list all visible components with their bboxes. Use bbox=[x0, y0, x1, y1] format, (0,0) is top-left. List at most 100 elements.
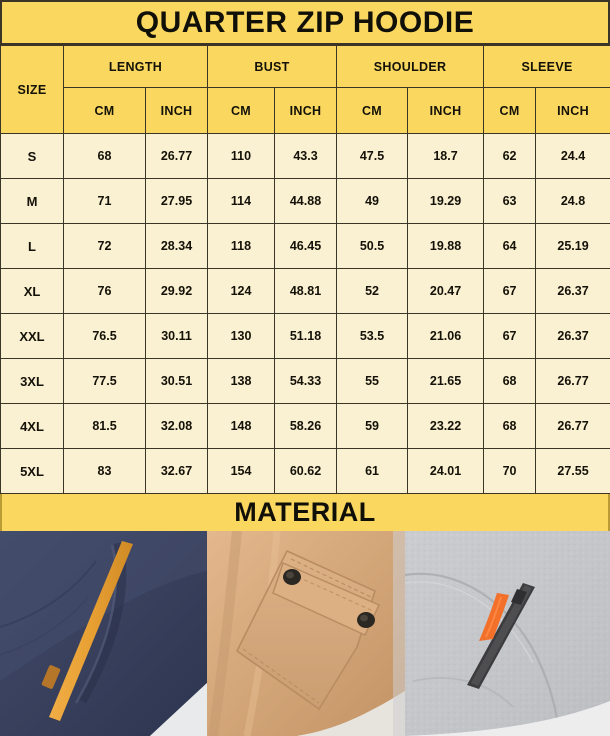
header-unit-row: CM INCH CM INCH CM INCH CM INCH bbox=[1, 88, 610, 134]
cell-bust-cm: 114 bbox=[208, 179, 275, 224]
navy-hoodie-zip-pocket-photo bbox=[0, 531, 207, 736]
table-row: 3XL 77.5 30.51 138 54.33 55 21.65 68 26.… bbox=[1, 359, 610, 404]
cell-size: 4XL bbox=[1, 404, 64, 449]
table-row: L 72 28.34 118 46.45 50.5 19.88 64 25.19 bbox=[1, 224, 610, 269]
cell-shoulder-inch: 19.29 bbox=[408, 179, 484, 224]
cell-length-cm: 77.5 bbox=[64, 359, 146, 404]
cell-bust-inch: 48.81 bbox=[275, 269, 337, 314]
cell-bust-cm: 138 bbox=[208, 359, 275, 404]
unit-header-length-inch: INCH bbox=[146, 88, 208, 134]
cell-length-inch: 29.92 bbox=[146, 269, 208, 314]
cell-sleeve-cm: 63 bbox=[484, 179, 536, 224]
cell-sleeve-inch: 25.19 bbox=[536, 224, 610, 269]
cell-sleeve-cm: 67 bbox=[484, 269, 536, 314]
page-title: QUARTER ZIP HOODIE bbox=[136, 8, 474, 38]
cell-length-cm: 83 bbox=[64, 449, 146, 494]
table-row: XL 76 29.92 124 48.81 52 20.47 67 26.37 bbox=[1, 269, 610, 314]
cell-sleeve-inch: 26.77 bbox=[536, 359, 610, 404]
column-header-bust: BUST bbox=[208, 46, 337, 88]
cell-length-cm: 81.5 bbox=[64, 404, 146, 449]
cell-length-inch: 28.34 bbox=[146, 224, 208, 269]
table-header: SIZE LENGTH BUST SHOULDER SLEEVE CM INCH… bbox=[1, 46, 610, 134]
cell-length-cm: 71 bbox=[64, 179, 146, 224]
cell-sleeve-cm: 62 bbox=[484, 134, 536, 179]
cell-shoulder-cm: 59 bbox=[337, 404, 408, 449]
cell-shoulder-cm: 49 bbox=[337, 179, 408, 224]
cell-bust-inch: 58.26 bbox=[275, 404, 337, 449]
cell-shoulder-inch: 23.22 bbox=[408, 404, 484, 449]
cell-sleeve-cm: 68 bbox=[484, 404, 536, 449]
cell-shoulder-inch: 21.06 bbox=[408, 314, 484, 359]
cell-sleeve-cm: 70 bbox=[484, 449, 536, 494]
unit-header-shoulder-inch: INCH bbox=[408, 88, 484, 134]
unit-header-bust-cm: CM bbox=[208, 88, 275, 134]
cell-length-cm: 76.5 bbox=[64, 314, 146, 359]
table-row: S 68 26.77 110 43.3 47.5 18.7 62 24.4 bbox=[1, 134, 610, 179]
cell-shoulder-inch: 21.65 bbox=[408, 359, 484, 404]
cell-sleeve-inch: 26.77 bbox=[536, 404, 610, 449]
cell-length-cm: 68 bbox=[64, 134, 146, 179]
cell-size: XXL bbox=[1, 314, 64, 359]
cell-length-inch: 27.95 bbox=[146, 179, 208, 224]
cell-bust-cm: 124 bbox=[208, 269, 275, 314]
cell-size: XL bbox=[1, 269, 64, 314]
size-chart-table: SIZE LENGTH BUST SHOULDER SLEEVE CM INCH… bbox=[0, 45, 610, 494]
cell-shoulder-inch: 20.47 bbox=[408, 269, 484, 314]
grey-zip-pocket-photo bbox=[405, 531, 610, 736]
cell-bust-inch: 60.62 bbox=[275, 449, 337, 494]
cell-bust-cm: 110 bbox=[208, 134, 275, 179]
column-header-size: SIZE bbox=[1, 46, 64, 134]
cell-length-inch: 30.11 bbox=[146, 314, 208, 359]
cell-shoulder-cm: 50.5 bbox=[337, 224, 408, 269]
cell-shoulder-inch: 24.01 bbox=[408, 449, 484, 494]
cell-bust-inch: 44.88 bbox=[275, 179, 337, 224]
cell-size: L bbox=[1, 224, 64, 269]
cell-sleeve-inch: 27.55 bbox=[536, 449, 610, 494]
table-body: S 68 26.77 110 43.3 47.5 18.7 62 24.4 M … bbox=[1, 134, 610, 494]
cell-bust-cm: 148 bbox=[208, 404, 275, 449]
table-row: M 71 27.95 114 44.88 49 19.29 63 24.8 bbox=[1, 179, 610, 224]
cell-sleeve-cm: 64 bbox=[484, 224, 536, 269]
cell-sleeve-cm: 68 bbox=[484, 359, 536, 404]
unit-header-sleeve-inch: INCH bbox=[536, 88, 610, 134]
cell-length-inch: 30.51 bbox=[146, 359, 208, 404]
cell-shoulder-cm: 52 bbox=[337, 269, 408, 314]
column-header-sleeve: SLEEVE bbox=[484, 46, 610, 88]
cell-bust-inch: 43.3 bbox=[275, 134, 337, 179]
material-banner: MATERIAL bbox=[0, 494, 610, 531]
cell-size: 5XL bbox=[1, 449, 64, 494]
cell-length-inch: 32.08 bbox=[146, 404, 208, 449]
cell-length-cm: 72 bbox=[64, 224, 146, 269]
cell-shoulder-inch: 18.7 bbox=[408, 134, 484, 179]
column-header-shoulder: SHOULDER bbox=[337, 46, 484, 88]
cell-shoulder-cm: 55 bbox=[337, 359, 408, 404]
cell-length-inch: 26.77 bbox=[146, 134, 208, 179]
cell-sleeve-inch: 26.37 bbox=[536, 314, 610, 359]
cell-length-cm: 76 bbox=[64, 269, 146, 314]
material-title: MATERIAL bbox=[234, 499, 375, 526]
cell-shoulder-cm: 61 bbox=[337, 449, 408, 494]
unit-header-length-cm: CM bbox=[64, 88, 146, 134]
cell-size: 3XL bbox=[1, 359, 64, 404]
unit-header-sleeve-cm: CM bbox=[484, 88, 536, 134]
cell-length-inch: 32.67 bbox=[146, 449, 208, 494]
cell-sleeve-inch: 26.37 bbox=[536, 269, 610, 314]
column-header-length: LENGTH bbox=[64, 46, 208, 88]
chart-title-banner: QUARTER ZIP HOODIE bbox=[0, 0, 610, 45]
table-row: XXL 76.5 30.11 130 51.18 53.5 21.06 67 2… bbox=[1, 314, 610, 359]
cell-bust-cm: 118 bbox=[208, 224, 275, 269]
cell-shoulder-inch: 19.88 bbox=[408, 224, 484, 269]
table-row: 4XL 81.5 32.08 148 58.26 59 23.22 68 26.… bbox=[1, 404, 610, 449]
cell-sleeve-cm: 67 bbox=[484, 314, 536, 359]
cell-bust-cm: 130 bbox=[208, 314, 275, 359]
cell-shoulder-cm: 47.5 bbox=[337, 134, 408, 179]
khaki-snap-pocket-photo bbox=[207, 531, 405, 736]
cell-bust-inch: 46.45 bbox=[275, 224, 337, 269]
header-group-row: SIZE LENGTH BUST SHOULDER SLEEVE bbox=[1, 46, 610, 88]
cell-size: S bbox=[1, 134, 64, 179]
cell-bust-inch: 51.18 bbox=[275, 314, 337, 359]
cell-bust-inch: 54.33 bbox=[275, 359, 337, 404]
unit-header-shoulder-cm: CM bbox=[337, 88, 408, 134]
cell-shoulder-cm: 53.5 bbox=[337, 314, 408, 359]
